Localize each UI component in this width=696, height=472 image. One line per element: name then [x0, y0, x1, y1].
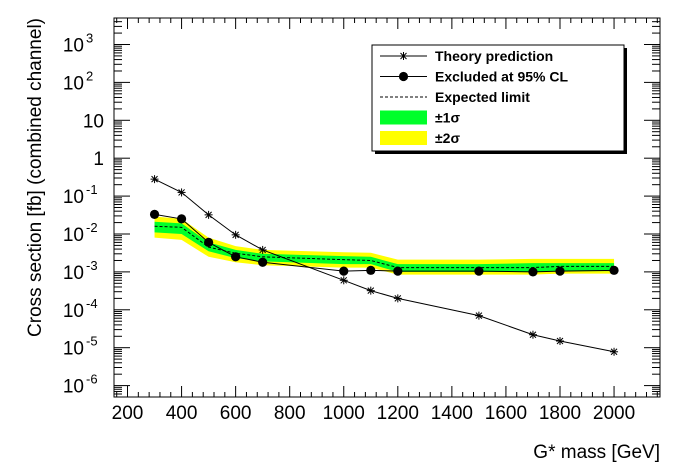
legend-label: Expected limit — [435, 89, 530, 105]
theory-point — [528, 330, 537, 339]
observed-point — [366, 265, 376, 275]
y-tick-exponent: -6 — [86, 372, 98, 387]
x-tick-label: 2000 — [593, 403, 635, 424]
y-tick-label: 10 — [63, 301, 84, 322]
y-tick-label: 10 — [63, 187, 84, 208]
legend-label: Theory prediction — [435, 48, 553, 64]
legend-theory-marker — [399, 52, 408, 60]
observed-point — [555, 266, 565, 276]
legend-1sigma-swatch — [380, 110, 427, 125]
observed-point — [609, 265, 619, 275]
y-tick-exponent: -2 — [86, 220, 98, 235]
legend-label: ±1σ — [435, 110, 460, 126]
x-tick-label: 200 — [112, 403, 144, 424]
theory-point-d2 — [340, 276, 348, 284]
theory-point-d2 — [475, 312, 483, 320]
observed-point — [528, 267, 538, 277]
theory-point-d2 — [610, 348, 618, 356]
y-tick-label: 10 — [63, 225, 84, 246]
theory-point-d2 — [367, 287, 375, 294]
x-tick-label: 1600 — [485, 403, 527, 424]
observed-point — [231, 252, 241, 262]
theory-point-d2 — [529, 331, 537, 339]
y-tick-label: 10 — [63, 377, 84, 398]
theory-point-d2 — [394, 295, 402, 302]
observed-point — [149, 209, 160, 219]
observed-point — [393, 266, 403, 276]
observed-point — [474, 266, 484, 276]
observed-point — [339, 266, 349, 276]
legend: Theory prediction Excluded at 95% CL Expec… — [371, 44, 625, 152]
y-tick-label: 10 — [63, 339, 84, 360]
legend-box — [371, 44, 625, 152]
y-tick-exponent: 3 — [86, 30, 93, 45]
theory-point-d2 — [151, 175, 158, 183]
theory-point — [258, 245, 267, 254]
y-tick-exponent: -1 — [86, 182, 98, 197]
plot-area — [149, 175, 619, 356]
theory-point — [231, 230, 240, 239]
y-tick-label: 1 — [93, 149, 104, 170]
legend-label: Excluded at 95% CL — [435, 69, 568, 85]
legend-entry: Excluded at 95% CL — [380, 69, 568, 85]
y-tick-label: 10 — [63, 263, 84, 284]
legend-observed-marker — [398, 71, 409, 82]
legend-theory-marker-d2 — [400, 52, 407, 60]
legend-entry: ±1σ — [380, 110, 460, 126]
x-tick-label: 1400 — [431, 403, 473, 424]
theory-point — [393, 294, 402, 303]
y-tick-exponent: -5 — [86, 334, 98, 349]
theory-point-d2 — [259, 246, 267, 254]
observed-point — [258, 257, 268, 267]
x-tick-label: 1000 — [323, 403, 365, 424]
y-tick-exponent: -4 — [86, 296, 98, 311]
y-tick-label: 10 — [83, 111, 104, 132]
legend-entry: Expected limit — [380, 89, 530, 105]
theory-point — [339, 276, 348, 285]
y-tick-exponent: 2 — [86, 68, 93, 83]
band-1sigma — [154, 221, 615, 272]
legend-entry: ±2σ — [380, 130, 460, 146]
x-tick-label: 400 — [166, 403, 198, 424]
x-tick-label: 1200 — [377, 403, 419, 424]
x-axis-title: G* mass [GeV] — [533, 442, 660, 463]
theory-point — [204, 210, 213, 219]
theory-point-d2 — [556, 337, 564, 345]
theory-point — [177, 188, 186, 197]
observed-point — [204, 237, 214, 247]
legend-label: ±2σ — [435, 130, 460, 146]
expected-limit-line — [154, 225, 615, 269]
x-tick-label: 800 — [274, 403, 306, 424]
y-tick-label: 10 — [63, 73, 84, 94]
theory-point-d2 — [232, 231, 239, 239]
legend-2sigma-swatch — [380, 131, 427, 145]
theory-point — [610, 347, 619, 356]
theory-point-d2 — [205, 211, 212, 219]
theory-line — [154, 178, 615, 353]
y-axis-title: Cross section [fb] (combined channel) — [25, 18, 46, 337]
x-tick-label: 600 — [220, 403, 252, 424]
theory-point-d2 — [178, 189, 185, 196]
y-tick-label: 10 — [63, 35, 84, 56]
theory-point — [474, 311, 483, 320]
theory-point — [555, 337, 564, 346]
observed-point — [176, 214, 187, 224]
theory-point — [150, 175, 159, 184]
theory-point — [366, 286, 375, 295]
legend-entry: Theory prediction — [380, 48, 553, 64]
y-tick-exponent: -3 — [86, 258, 98, 273]
x-tick-label: 1800 — [539, 403, 581, 424]
